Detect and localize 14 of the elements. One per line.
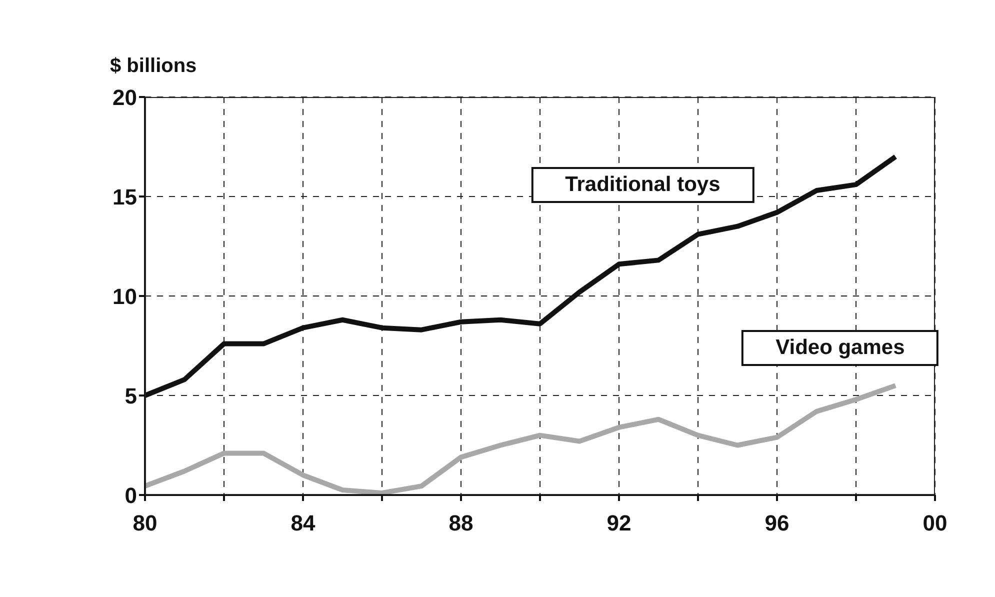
y-tick-label: 20 [112, 84, 137, 110]
y-axis-title: $ billions [110, 55, 197, 78]
y-tick-label: 15 [112, 184, 137, 210]
series-label: Video games [776, 336, 905, 359]
y-tick-label: 0 [124, 482, 137, 508]
x-tick-label: 88 [448, 510, 474, 536]
x-tick-label: 80 [132, 510, 158, 536]
x-tick-label: 96 [764, 510, 790, 536]
y-tick-label: 5 [124, 383, 137, 408]
y-tick-label: 10 [112, 284, 137, 309]
x-tick-label: 00 [922, 510, 948, 536]
series-label: Traditional toys [565, 172, 720, 196]
x-tick-label: 92 [606, 510, 632, 536]
x-tick-label: 84 [290, 510, 316, 536]
